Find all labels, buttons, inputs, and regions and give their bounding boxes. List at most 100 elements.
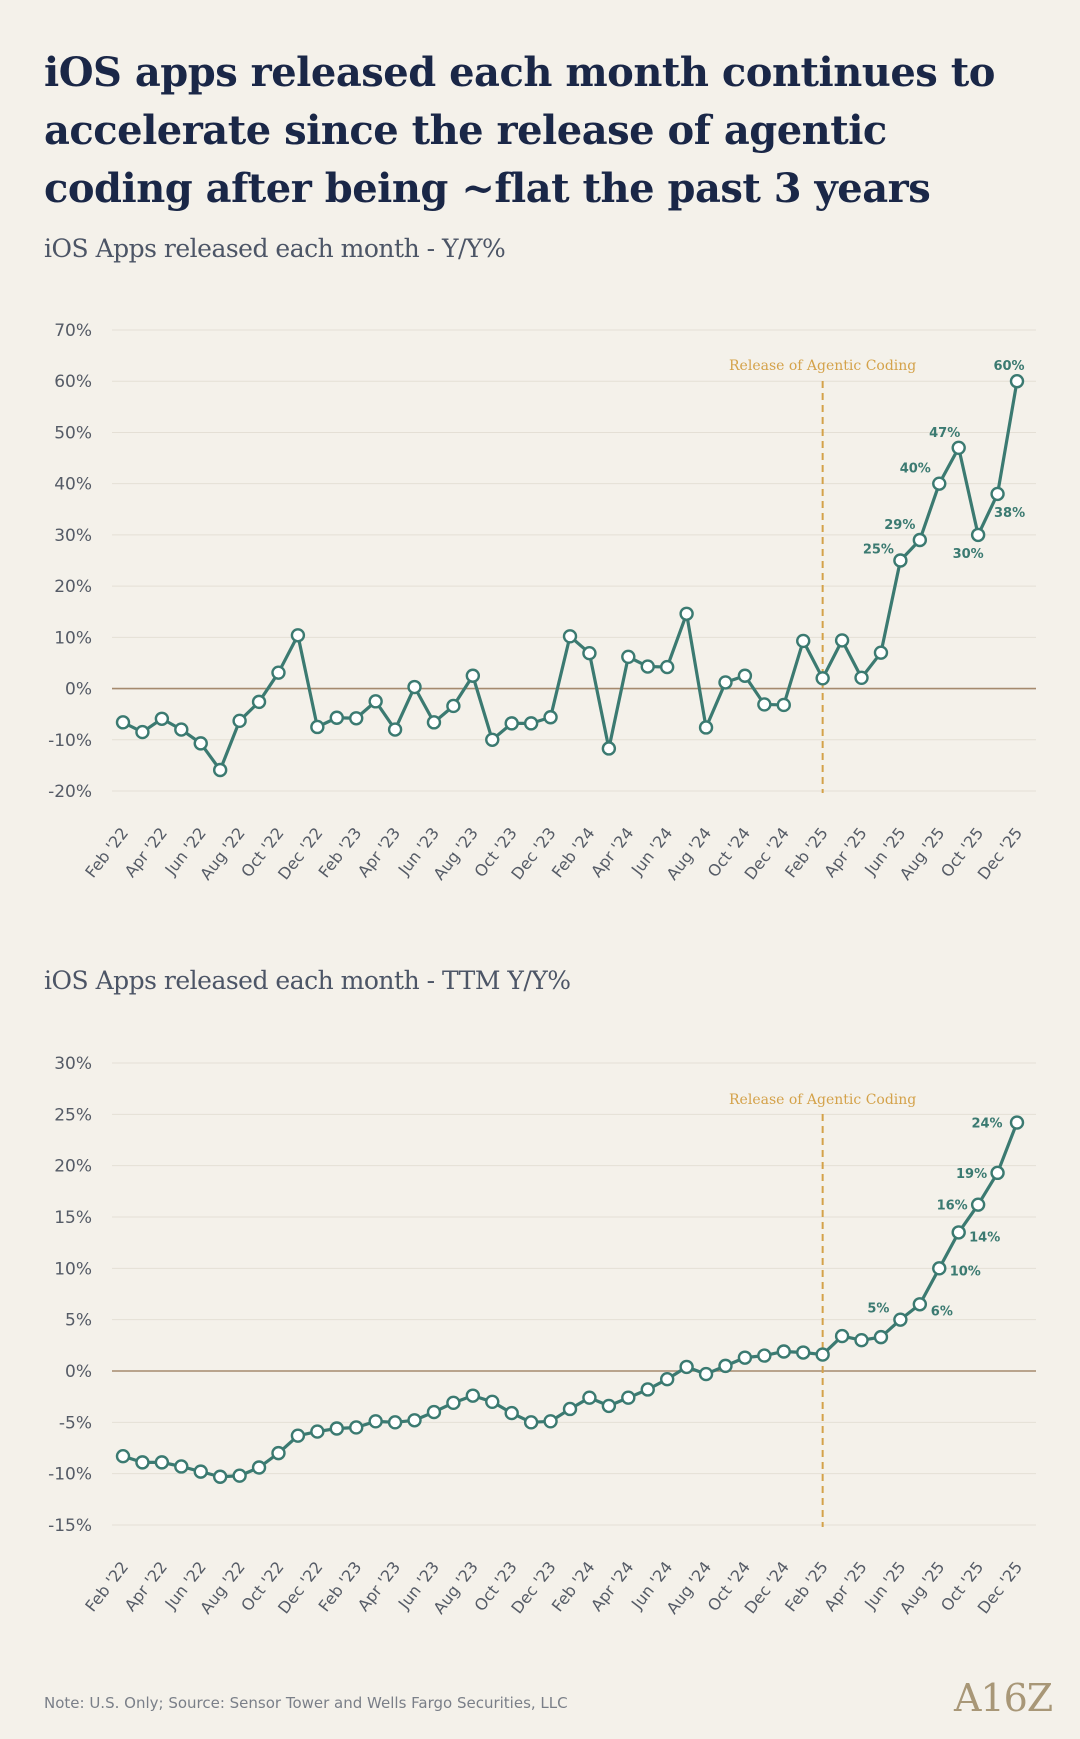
data-point xyxy=(349,711,364,726)
data-point xyxy=(932,1261,947,1276)
data-point xyxy=(251,694,267,710)
series-line xyxy=(122,1121,1019,1479)
data-point xyxy=(193,1464,208,1479)
data-point xyxy=(465,668,481,683)
data-point xyxy=(562,629,578,644)
data-point xyxy=(212,1469,228,1484)
data-point xyxy=(426,1404,442,1420)
data-point xyxy=(873,645,889,660)
data-point xyxy=(737,668,753,683)
y-tick-label: 15% xyxy=(54,1208,92,1228)
data-point xyxy=(426,715,442,730)
data-point xyxy=(601,1398,617,1414)
data-point xyxy=(562,1401,578,1417)
data-label: 19% xyxy=(956,1167,987,1182)
data-point xyxy=(446,698,461,714)
data-point xyxy=(718,1358,733,1374)
y-tick-label: 0% xyxy=(65,1362,92,1382)
data-point xyxy=(212,762,228,778)
data-point xyxy=(698,720,714,735)
data-point xyxy=(757,1348,772,1363)
data-point xyxy=(640,1382,655,1397)
y-tick-label: 30% xyxy=(54,526,92,546)
data-point xyxy=(796,1345,811,1360)
x-tick-label: Apr '24 xyxy=(587,1558,637,1615)
event-marker-label: Release of Agentic Coding xyxy=(729,1092,916,1108)
data-point xyxy=(465,1388,481,1403)
data-point xyxy=(174,1459,189,1474)
data-point xyxy=(737,1350,753,1365)
data-point xyxy=(174,722,189,737)
data-point xyxy=(873,1329,889,1345)
data-point xyxy=(893,1312,908,1327)
data-point xyxy=(523,716,539,731)
data-point xyxy=(154,1455,170,1470)
data-point xyxy=(601,741,617,756)
data-point xyxy=(970,1197,986,1212)
data-label: 25% xyxy=(863,543,894,558)
data-point xyxy=(115,1449,131,1464)
data-point xyxy=(951,1225,966,1240)
chart-yoy-title: iOS Apps released each month - Y/Y% xyxy=(44,234,506,263)
data-point xyxy=(912,532,928,548)
data-point xyxy=(115,715,131,730)
y-tick-label: 30% xyxy=(54,1054,92,1074)
data-point xyxy=(659,1372,675,1387)
data-point xyxy=(893,553,908,568)
data-point xyxy=(329,1421,344,1436)
data-point xyxy=(776,1344,791,1359)
data-point xyxy=(679,1359,694,1375)
y-tick-label: -20% xyxy=(48,782,92,802)
data-point xyxy=(271,1445,286,1461)
data-point xyxy=(970,527,986,543)
y-tick-label: 0% xyxy=(65,680,92,700)
y-tick-label: 20% xyxy=(54,577,92,597)
data-point xyxy=(815,671,830,686)
data-point xyxy=(776,697,791,713)
data-point xyxy=(990,486,1005,502)
y-tick-label: 25% xyxy=(54,1105,92,1125)
data-point xyxy=(834,1328,850,1344)
x-tick-label: Apr '22 xyxy=(121,1558,171,1615)
data-point xyxy=(523,1415,539,1430)
data-point xyxy=(757,697,772,712)
y-tick-label: -10% xyxy=(48,731,92,751)
data-point xyxy=(232,1468,247,1483)
data-point xyxy=(718,675,733,690)
x-tick-label: Apr '23 xyxy=(354,1558,404,1615)
data-point xyxy=(932,476,947,491)
chart-ttm: -15%-10%-5%0%5%10%15%20%25%30%Feb '22Apr… xyxy=(48,1054,1036,1618)
data-point xyxy=(621,1390,636,1405)
data-point xyxy=(659,659,675,675)
data-point xyxy=(446,1395,461,1411)
data-label: 14% xyxy=(969,1230,1000,1245)
data-point xyxy=(698,1366,714,1382)
data-point xyxy=(387,722,403,737)
data-point xyxy=(232,713,247,729)
data-point xyxy=(951,440,966,456)
data-point xyxy=(135,1455,150,1470)
data-point xyxy=(582,646,597,661)
brand-logo: A16Z xyxy=(954,1676,1053,1720)
y-tick-label: -5% xyxy=(59,1413,92,1433)
data-point xyxy=(368,1414,383,1429)
y-tick-label: -15% xyxy=(48,1516,92,1536)
data-point xyxy=(290,1428,306,1443)
y-tick-label: 10% xyxy=(54,628,92,648)
headline: iOS apps released each month continues t… xyxy=(44,49,995,212)
data-point xyxy=(154,711,170,726)
chart-yoy: -20%-10%0%10%20%30%40%50%60%70%Feb '22Ap… xyxy=(48,321,1036,884)
source-note: Note: U.S. Only; Source: Sensor Tower an… xyxy=(44,1694,568,1712)
event-marker-label: Release of Agentic Coding xyxy=(729,358,916,374)
data-point xyxy=(990,1165,1005,1181)
data-point xyxy=(368,694,383,709)
data-point xyxy=(407,679,422,695)
data-point xyxy=(854,670,869,685)
data-label: 60% xyxy=(993,359,1024,374)
data-point xyxy=(834,633,850,648)
data-point xyxy=(135,724,150,740)
data-label: 30% xyxy=(953,547,984,562)
y-tick-label: 5% xyxy=(65,1311,92,1331)
data-point xyxy=(543,710,558,725)
